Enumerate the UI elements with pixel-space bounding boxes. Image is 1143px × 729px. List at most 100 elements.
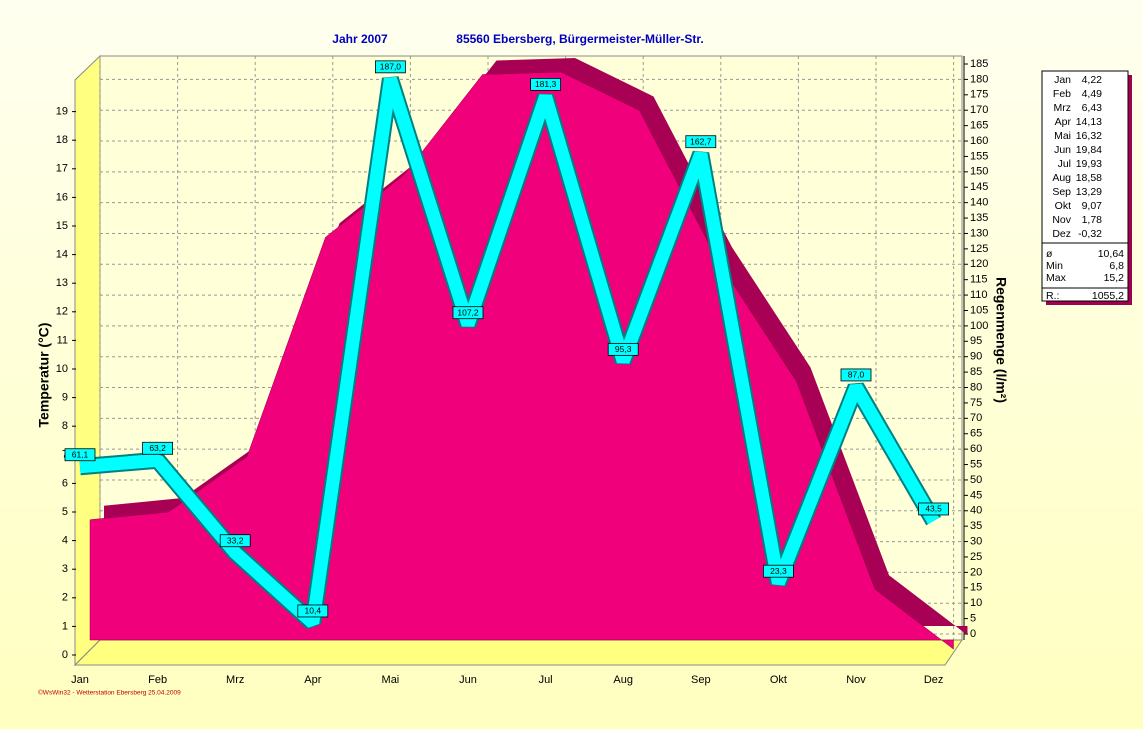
y2-tick-label: 20 [970,566,982,578]
y2-tick-label: 90 [970,351,982,363]
y2-tick-label: 115 [970,274,988,286]
value-label-box [219,534,251,548]
y2-tick-label: 170 [970,104,988,116]
y2-tick-label: 100 [970,320,988,332]
y2-tick-label: 120 [970,258,988,270]
y-tick-label: 3 [62,563,68,575]
y2-tick-label: 0 [970,628,976,640]
y-tick-label: 1 [62,620,68,632]
value-label-box [374,60,406,74]
stat-label: Max [1046,272,1067,284]
y2-tick-label: 45 [970,489,982,501]
y-axis-title: Temperatur (°C) [36,323,52,428]
stat-label: R.: [1046,290,1059,302]
value-label: 33,2 [227,535,244,545]
table-month: Okt [1055,200,1071,212]
y-tick-label: 11 [57,334,68,346]
y-tick-label: 9 [62,392,68,404]
table-temp: 13,29 [1076,186,1102,198]
y2-tick-label: 125 [970,243,988,255]
table-temp: 4,22 [1082,74,1103,86]
y2-tick-label: 130 [970,227,988,239]
value-label: 23,3 [770,566,787,576]
value-label: 61,1 [72,449,89,459]
y-tick-label: 12 [56,306,68,318]
y-tick-label: 13 [56,277,68,289]
y-tick-label: 10 [56,363,68,375]
table-temp: 4,49 [1082,88,1103,100]
table-temp: 19,84 [1076,144,1102,156]
y2-tick-label: 105 [970,304,988,316]
value-label: 181,3 [535,79,557,89]
table-temp: 1,78 [1082,214,1103,226]
y-tick-label: 8 [62,420,68,432]
stat-value: 6,8 [1109,260,1124,272]
value-label-box [607,342,639,356]
x-tick-label: Aug [613,674,633,686]
y2-tick-label: 65 [970,428,982,440]
table-temp: 9,07 [1082,200,1103,212]
floor [73,639,963,666]
value-label-box [64,448,96,462]
y2-tick-label: 160 [970,135,988,147]
y2-tick-label: 140 [970,197,988,209]
y2-tick-label: 15 [970,582,982,594]
x-tick-label: Sep [691,674,711,686]
y2-tick-label: 35 [970,520,982,532]
y-tick-label: 17 [56,163,68,175]
value-label: 63,2 [149,443,166,453]
chart-title: Jahr 2007 [332,32,388,46]
y2-tick-label: 80 [970,381,982,393]
value-label: 43,5 [925,504,942,514]
value-label-box [763,564,794,578]
y2-tick-label: 40 [970,505,982,517]
x-tick-label: Mai [382,674,400,686]
table-temp: 6,43 [1082,102,1103,114]
stat-label: Min [1046,260,1063,272]
value-label-box [297,604,329,618]
value-label-box [142,441,174,455]
y-tick-label: 5 [62,506,68,518]
y2-tick-label: 110 [970,289,988,301]
y2-tick-label: 95 [970,335,982,347]
stat-value: 15,2 [1104,272,1125,284]
y2-tick-label: 70 [970,412,982,424]
table-month: Jan [1054,74,1071,86]
table-temp: 19,93 [1076,158,1102,170]
y2-tick-label: 175 [970,89,988,101]
y2-tick-label: 55 [970,458,982,470]
value-label: 95,3 [615,344,632,354]
stat-label: ø [1046,248,1053,260]
y-tick-label: 15 [56,220,68,232]
y2-tick-label: 60 [970,443,982,455]
x-tick-label: Jul [539,674,553,686]
table-month: Aug [1052,172,1071,184]
value-label-box [452,306,484,320]
table-temp: 14,13 [1076,116,1102,128]
chart-subtitle: 85560 Ebersberg, Bürgermeister-Müller-St… [456,32,703,46]
y2-tick-label: 5 [970,613,976,625]
y-tick-label: 19 [56,106,68,118]
value-label: 162,7 [690,136,712,146]
table-month: Mai [1054,130,1071,142]
y2-tick-label: 85 [970,366,982,378]
y2-tick-label: 185 [970,58,988,70]
y-tick-label: 2 [62,592,68,604]
y-tick-label: 14 [56,249,68,261]
stat-value: 10,64 [1098,248,1124,260]
table-month: Nov [1052,214,1071,226]
stats-table [1041,70,1129,302]
x-tick-label: Nov [846,674,866,686]
y2-tick-label: 50 [970,474,982,486]
y2-tick-label: 25 [970,551,982,563]
y-tick-label: 4 [62,535,68,547]
value-label: 87,0 [848,370,865,380]
value-label: 187,0 [380,62,402,72]
x-tick-label: Jan [71,674,89,686]
y2-axis-title: Regenmenge (l/m²) [993,277,1009,403]
table-month: Mrz [1054,102,1072,114]
y2-tick-label: 10 [970,597,982,609]
value-label: 107,2 [457,307,479,317]
table-month: Jun [1054,144,1071,156]
